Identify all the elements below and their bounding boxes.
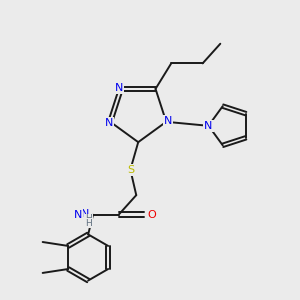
Text: N: N [105, 118, 113, 128]
Text: H: H [85, 219, 92, 228]
Text: O: O [148, 210, 156, 220]
Text: N: N [81, 209, 89, 219]
Text: H: H [85, 214, 92, 223]
Text: N: N [164, 116, 172, 126]
Text: N: N [204, 121, 213, 131]
Text: N: N [74, 210, 82, 220]
Text: N: N [115, 83, 123, 93]
Text: S: S [127, 165, 134, 175]
